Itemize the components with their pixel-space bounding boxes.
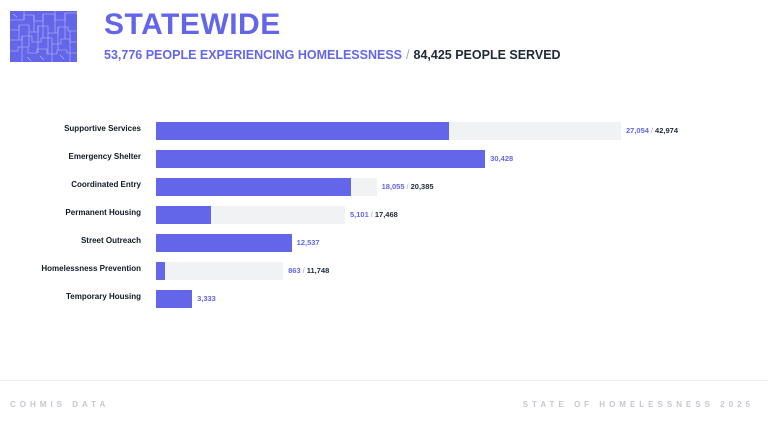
- primary-value: 3,333: [197, 294, 216, 303]
- footer-divider: [0, 380, 768, 381]
- primary-value: 5,101: [350, 210, 369, 219]
- people-served-stat: 84,425 PEOPLE SERVED: [413, 48, 561, 62]
- served-bar: [156, 262, 166, 280]
- primary-value: 30,428: [490, 154, 514, 163]
- served-bar: [156, 150, 486, 168]
- colorado-counties-map-icon: [10, 11, 77, 62]
- category-label: Coordinated Entry: [71, 180, 141, 189]
- summary-stats: 53,776 PEOPLE EXPERIENCING HOMELESSNESS /…: [104, 48, 561, 62]
- people-experiencing-stat: 53,776 PEOPLE EXPERIENCING HOMELESSNESS: [104, 48, 403, 62]
- value-separator: /: [302, 266, 305, 275]
- footer-source: COHMIS DATA: [10, 400, 110, 409]
- chart-row: Coordinated Entry 18,055/20,385: [0, 178, 768, 196]
- value-label: 30,428: [490, 154, 513, 163]
- value-separator: /: [370, 210, 373, 219]
- chart-row: Temporary Housing 3,333: [0, 290, 768, 308]
- primary-value: 18,055: [381, 182, 405, 191]
- total-value: 17,468: [374, 210, 398, 219]
- served-bar: [156, 178, 352, 196]
- category-label: Street Outreach: [80, 236, 141, 245]
- chart-row: Homelessness Prevention 863/11,748: [0, 262, 768, 280]
- stat-separator: /: [406, 48, 410, 62]
- served-bar: [156, 290, 193, 308]
- served-bar: [156, 206, 212, 224]
- value-label: 3,333: [197, 294, 216, 303]
- category-label: Homelessness Prevention: [41, 264, 141, 273]
- chart-row: Permanent Housing 5,101/17,468: [0, 206, 768, 224]
- served-bar: [156, 122, 449, 140]
- chart-row: Supportive Services 27,054/42,974: [0, 122, 768, 140]
- value-separator: /: [406, 182, 409, 191]
- total-value: 42,974: [655, 126, 678, 135]
- total-value: 20,385: [410, 182, 434, 191]
- served-bar: [156, 234, 292, 252]
- primary-value: 12,537: [296, 238, 320, 247]
- page-title: STATEWIDE: [104, 8, 281, 41]
- footer-report-title: STATE OF HOMELESSNESS 2025: [522, 400, 754, 409]
- chart-row: Street Outreach 12,537: [0, 234, 768, 252]
- value-label: 27,054/42,974: [626, 126, 678, 135]
- program-bar-chart: Supportive Services 27,054/42,974 Emergenc…: [0, 118, 768, 318]
- category-label: Emergency Shelter: [68, 152, 141, 161]
- value-label: 5,101/17,468: [350, 210, 398, 219]
- category-label: Supportive Services: [64, 124, 141, 133]
- value-label: 863/11,748: [288, 266, 329, 275]
- primary-value: 27,054: [626, 126, 649, 135]
- value-label: 18,055/20,385: [382, 182, 434, 191]
- chart-row: Emergency Shelter 30,428: [0, 150, 768, 168]
- total-bar: [156, 262, 284, 280]
- category-label: Permanent Housing: [65, 208, 141, 217]
- value-separator: /: [650, 126, 654, 135]
- value-label: 12,537: [297, 238, 320, 247]
- total-value: 11,748: [306, 266, 330, 275]
- category-label: Temporary Housing: [66, 292, 141, 301]
- primary-value: 863: [288, 266, 301, 275]
